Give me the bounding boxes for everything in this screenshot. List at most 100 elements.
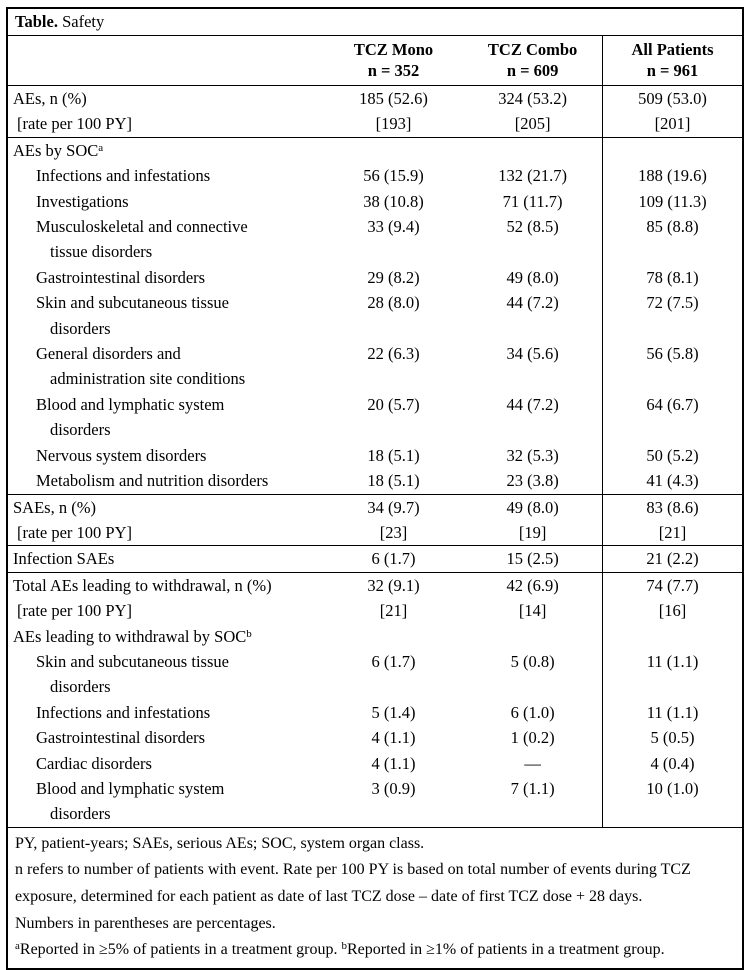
cell-tcz-mono: 18 (5.1): [367, 445, 420, 465]
cell-all-patients: 188 (19.6): [602, 163, 743, 189]
cell-all-patients: [16]: [602, 598, 743, 624]
cell-tcz-mono: [323, 136, 464, 164]
row-label: AEs by SOCa: [7, 136, 324, 164]
table-row: Nervous system disorders 18 (5.1) 32 (5.…: [7, 442, 743, 469]
row-label: Infections and infestations: [36, 166, 211, 186]
column-header-tcz-mono-name: TCZ Mono: [353, 40, 434, 59]
cell-all-patients: [602, 623, 743, 649]
cell-tcz-combo: [463, 624, 602, 649]
row-label: Nervous system disorders: [36, 445, 207, 465]
footnote-abbreviations: PY, patient-years; SAEs, serious AEs; SO…: [15, 834, 425, 852]
cell-tcz-mono: 3 (0.9): [371, 778, 416, 798]
cell-tcz-mono: 38 (10.8): [363, 191, 424, 211]
cell-all-patients: 78 (8.1): [602, 264, 743, 291]
cell-tcz-mono: 34 (9.7): [323, 493, 464, 520]
header-row: TCZ Mono n = 352 TCZ Combo n = 609 All P…: [7, 35, 743, 86]
cell-tcz-combo: —: [524, 753, 541, 773]
cell-tcz-combo: 132 (21.7): [498, 166, 567, 186]
superscript-a: a: [98, 141, 104, 154]
cell-tcz-combo: [19]: [518, 522, 547, 542]
column-header-tcz-combo-n: n = 609: [506, 61, 559, 80]
row-label: [rate per 100 PY]: [17, 522, 133, 542]
superscript-a: a: [15, 940, 20, 953]
cell-tcz-combo: [463, 136, 603, 164]
cell-all-patients: 21 (2.2): [602, 545, 743, 573]
row-label: Skin and subcutaneous tissue disorders: [36, 293, 229, 338]
table-row: Metabolism and nutrition disorders 18 (5…: [7, 468, 743, 494]
cell-tcz-mono: 56 (15.9): [363, 166, 424, 186]
table-row: [rate per 100 PY] [193] [205] [201]: [7, 111, 743, 138]
table-row: Infections and infestations 5 (1.4) 6 (1…: [7, 699, 743, 726]
cell-all-patients: 11 (1.1): [602, 648, 743, 700]
cell-all-patients: 72 (7.5): [602, 290, 743, 342]
footnote-n-definition: n refers to number of patients with even…: [15, 861, 691, 905]
cell-tcz-combo: 1 (0.2): [510, 728, 555, 748]
table-row: AEs leading to withdrawal by SOCb: [7, 623, 743, 649]
footnote-threshold-b: Reported in ≥1% of patients in a treatme…: [346, 941, 665, 959]
table-row: Total AEs leading to withdrawal, n (%) 3…: [7, 571, 743, 599]
cell-tcz-combo: 34 (5.6): [506, 344, 559, 364]
table-row: Skin and subcutaneous tissue disorders 6 …: [7, 648, 743, 700]
cell-all-patients: 509 (53.0): [602, 85, 743, 112]
cell-all-patients: 4 (0.4): [602, 750, 743, 776]
cell-tcz-mono: 28 (8.0): [367, 293, 420, 313]
row-label: Infections and infestations: [36, 702, 211, 722]
table-row: Infections and infestations 56 (15.9) 13…: [7, 163, 743, 189]
column-header-all-patients-name: All Patients: [631, 40, 714, 59]
table-row: Blood and lymphatic system disorders 3 (0…: [7, 775, 743, 828]
cell-all-patients: [201]: [602, 111, 743, 138]
footnote-thresholds: aReported in ≥5% of patients in a treatm…: [15, 937, 734, 964]
cell-all-patients: 64 (6.7): [602, 391, 743, 443]
cell-tcz-combo: 6 (1.0): [510, 702, 555, 722]
title-row: Table. Safety: [7, 8, 743, 36]
cell-tcz-combo: 7 (1.1): [510, 778, 555, 798]
cell-tcz-combo: 49 (8.0): [463, 493, 603, 520]
cell-tcz-mono: [21]: [379, 601, 408, 621]
row-label: Gastrointestinal disorders: [36, 728, 206, 748]
row-label: Blood and lymphatic system disorders: [36, 394, 225, 440]
cell-tcz-combo: 15 (2.5): [463, 545, 603, 573]
table-row: Gastrointestinal disorders 4 (1.1) 1 (0.…: [7, 725, 743, 751]
table-row: Investigations 38 (10.8) 71 (11.7) 109 (…: [7, 188, 743, 215]
cell-tcz-combo: 23 (3.8): [506, 471, 559, 491]
row-label: AEs leading to withdrawal by SOCb: [13, 626, 252, 646]
footnote-threshold-a: Reported in ≥5% of patients in a treatme…: [19, 941, 342, 959]
cell-tcz-mono: 185 (52.6): [359, 89, 428, 108]
row-label: Musculoskeletal and connective tissue dis…: [36, 217, 248, 262]
row-label: [rate per 100 PY]: [17, 114, 133, 134]
cell-tcz-mono: 4 (1.1): [371, 753, 416, 773]
column-header-all-patients: All Patients n = 961: [602, 35, 743, 86]
superscript-b: b: [246, 627, 252, 640]
cell-tcz-mono: 18 (5.1): [367, 471, 420, 491]
row-label: Investigations: [36, 191, 129, 211]
cell-all-patients: 41 (4.3): [602, 468, 743, 494]
table-title: Table. Safety: [7, 8, 743, 36]
cell-tcz-mono: 20 (5.7): [367, 394, 420, 414]
table-row: Cardiac disorders 4 (1.1) — 4 (0.4): [7, 750, 743, 776]
cell-tcz-combo: [14]: [518, 601, 547, 621]
row-label: Metabolism and nutrition disorders: [36, 471, 269, 491]
cell-tcz-combo: 52 (8.5): [506, 217, 559, 237]
cell-all-patients: 10 (1.0): [602, 775, 743, 828]
cell-tcz-mono: 4 (1.1): [371, 728, 416, 748]
row-label: [rate per 100 PY]: [17, 601, 133, 621]
cell-all-patients: 109 (11.3): [602, 188, 743, 215]
row-label: General disorders and administration site…: [36, 344, 246, 389]
row-label: Cardiac disorders: [36, 753, 152, 773]
cell-tcz-mono: 6 (1.7): [323, 545, 464, 573]
column-header-tcz-mono: TCZ Mono n = 352: [323, 35, 464, 86]
table-row: Musculoskeletal and connective tissue dis…: [7, 214, 743, 265]
cell-tcz-mono: 32 (9.1): [323, 571, 464, 599]
column-header-tcz-combo-name: TCZ Combo: [487, 40, 578, 59]
cell-tcz-combo: 44 (7.2): [506, 293, 559, 313]
row-label: Blood and lymphatic system disorders: [36, 778, 225, 824]
cell-tcz-mono: 22 (6.3): [367, 344, 420, 364]
table-row: [rate per 100 PY] [23] [19] [21]: [7, 519, 743, 546]
table-row: Blood and lymphatic system disorders 20 (…: [7, 391, 743, 443]
cell-all-patients: 83 (8.6): [602, 493, 743, 520]
cell-all-patients: 11 (1.1): [602, 699, 743, 726]
cell-tcz-combo: 42 (6.9): [463, 571, 603, 599]
table-row: General disorders and administration site…: [7, 341, 743, 392]
column-header-all-patients-n: n = 961: [646, 61, 699, 80]
cell-tcz-mono: 5 (1.4): [371, 702, 416, 722]
